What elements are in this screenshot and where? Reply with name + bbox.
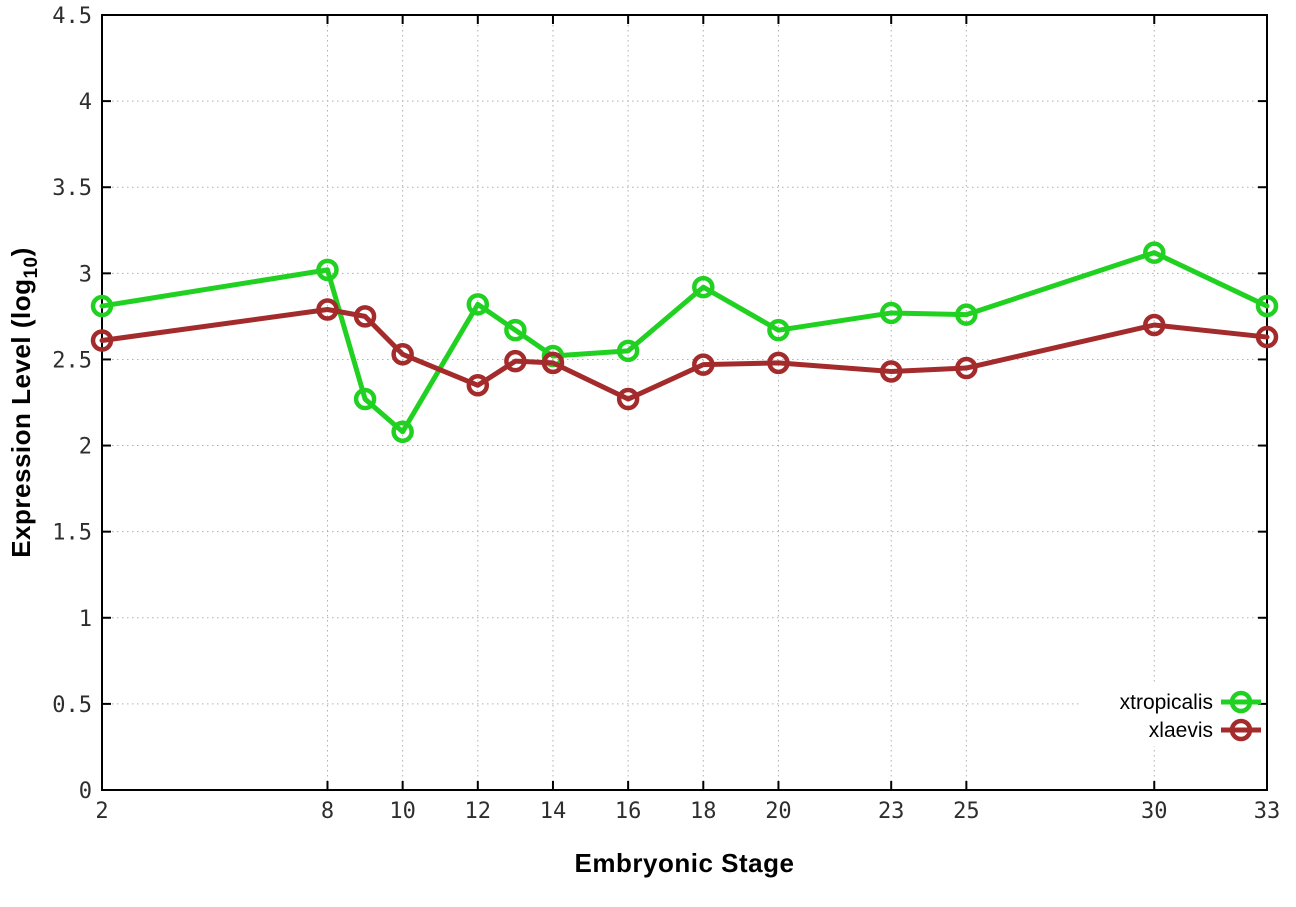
- data-point-xtropicalis-30: [1143, 241, 1166, 264]
- y-tick-label-0: 0: [79, 779, 92, 804]
- x-axis-label: Embryonic Stage: [575, 848, 795, 878]
- y-tick-label-4.5: 4.5: [52, 4, 92, 29]
- data-point-xtropicalis-25: [955, 303, 978, 326]
- data-point-xlaevis-25: [955, 356, 978, 380]
- x-tick-label-8: 8: [321, 799, 334, 824]
- data-point-xtropicalis-33: [1255, 294, 1279, 318]
- legend-marker-xlaevis: [1229, 718, 1253, 742]
- y-tick-label-0.5: 0.5: [52, 693, 92, 718]
- data-point-xlaevis-33: [1255, 325, 1279, 349]
- data-point-xtropicalis-18: [692, 275, 715, 299]
- data-point-xlaevis-8: [316, 298, 339, 321]
- data-point-xlaevis-10: [391, 343, 414, 366]
- x-tick-label-20: 20: [765, 799, 792, 824]
- data-point-xtropicalis-13: [504, 318, 527, 342]
- data-point-xlaevis-12: [466, 374, 490, 397]
- y-axis-label: Expression Level (log10): [6, 247, 42, 558]
- data-point-xlaevis-16: [616, 387, 640, 411]
- y-tick-label-3: 3: [79, 262, 92, 287]
- data-point-xlaevis-13: [504, 349, 527, 373]
- legend-label-xtropicalis: xtropicalis: [1120, 691, 1213, 714]
- data-point-xlaevis-2: [90, 329, 114, 352]
- x-tick-label-30: 30: [1141, 799, 1168, 824]
- data-point-xlaevis-23: [879, 360, 903, 383]
- x-tick-label-16: 16: [615, 799, 642, 824]
- data-point-xtropicalis-16: [616, 339, 640, 363]
- data-point-xtropicalis-9: [353, 387, 377, 411]
- data-point-xtropicalis-8: [316, 258, 339, 282]
- data-point-xlaevis-9: [353, 305, 377, 328]
- data-point-xtropicalis-2: [90, 294, 114, 318]
- plot-border: [101, 14, 1268, 791]
- x-tick-label-2: 2: [95, 799, 108, 824]
- x-tick-label-10: 10: [389, 799, 416, 824]
- x-tick-label-12: 12: [465, 799, 492, 824]
- data-point-xtropicalis-23: [879, 301, 903, 325]
- y-tick-label-1: 1: [79, 607, 92, 632]
- y-tick-label-1.5: 1.5: [52, 521, 92, 546]
- y-tick-label-2: 2: [79, 435, 92, 460]
- y-tick-label-4: 4: [79, 90, 92, 115]
- x-tick-label-25: 25: [953, 799, 980, 824]
- data-point-xlaevis-18: [692, 353, 715, 376]
- data-point-xlaevis-20: [767, 351, 790, 375]
- data-point-xtropicalis-10: [391, 420, 414, 444]
- legend-marker-xtropicalis: [1229, 690, 1253, 714]
- x-tick-label-18: 18: [690, 799, 717, 824]
- x-tick-label-14: 14: [540, 799, 567, 824]
- x-tick-label-33: 33: [1254, 799, 1281, 824]
- data-point-xlaevis-30: [1143, 313, 1166, 337]
- data-point-xtropicalis-12: [466, 293, 490, 316]
- series-line-xlaevis: [99, 307, 1270, 402]
- data-point-xtropicalis-20: [767, 318, 790, 342]
- y-tick-label-3.5: 3.5: [52, 176, 92, 201]
- data-point-xlaevis-14: [541, 351, 565, 375]
- legend-label-xlaevis: xlaevis: [1149, 719, 1213, 742]
- x-tick-label-23: 23: [878, 799, 905, 824]
- series-line-xtropicalis: [99, 250, 1270, 435]
- y-tick-label-2.5: 2.5: [52, 348, 92, 373]
